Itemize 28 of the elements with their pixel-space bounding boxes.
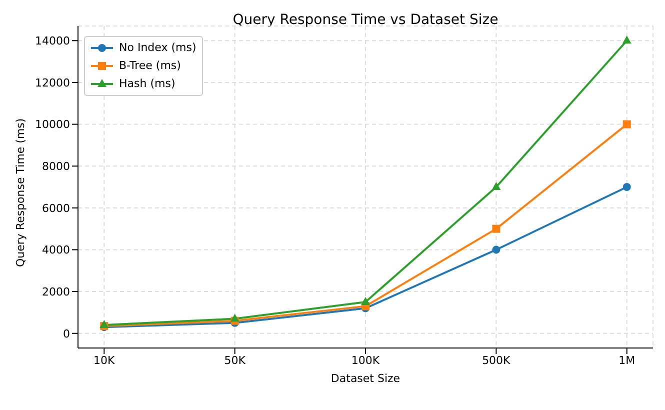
legend-label: Hash (ms): [119, 76, 176, 92]
x-tick-label: 100K: [351, 354, 380, 367]
point: [361, 297, 370, 305]
point: [492, 246, 500, 254]
x-tick-label: 500K: [482, 354, 512, 367]
y-tick-label: 6000: [42, 202, 70, 215]
y-tick-label: 12000: [35, 76, 70, 90]
point: [622, 36, 632, 44]
y-tick-label: 2000: [42, 285, 70, 298]
point: [622, 183, 631, 191]
y-tick-label: 4000: [42, 244, 70, 257]
point: [100, 320, 109, 328]
x-tick-label: 10K: [94, 354, 116, 367]
y-axis-title: Query Response Time (ms): [14, 118, 27, 267]
point: [492, 182, 501, 190]
legend-label: No Index (ms): [119, 40, 196, 56]
x-tick-label: 1M: [618, 354, 636, 367]
point: [492, 224, 500, 233]
y-tick-label: 10000: [35, 118, 70, 132]
chart-title: Query Response Time vs Dataset Size: [232, 12, 500, 28]
point: [622, 120, 631, 128]
x-axis-title: Dataset Size: [330, 372, 400, 385]
x-tick-label: 50K: [224, 354, 246, 367]
y-tick-label: 14000: [35, 34, 70, 48]
legend-label: B-Tree (ms): [119, 58, 181, 74]
point: [230, 314, 240, 322]
y-tick-label: 8000: [42, 160, 70, 173]
y-tick-label: 0: [63, 327, 70, 340]
